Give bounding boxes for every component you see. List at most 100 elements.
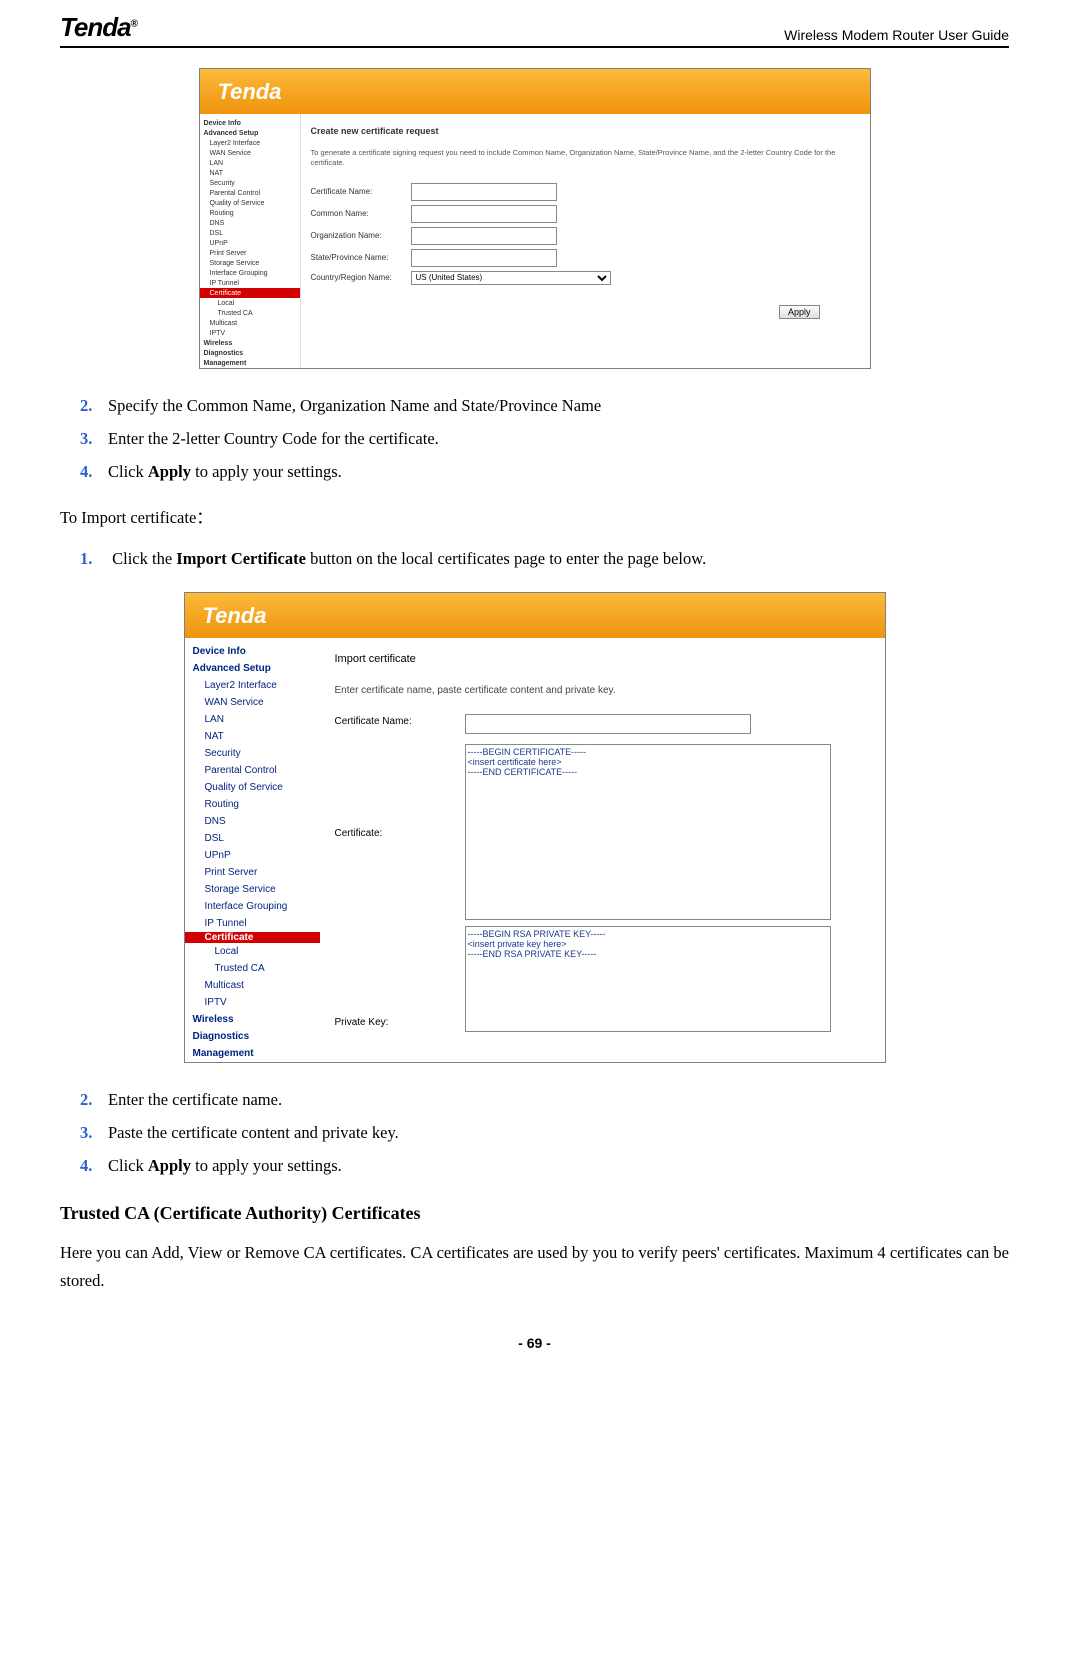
nav-item[interactable]: WAN Service bbox=[200, 148, 300, 158]
step-number: 3. bbox=[80, 427, 98, 452]
step-number: 4. bbox=[80, 1154, 98, 1179]
nav-item[interactable]: Security bbox=[185, 745, 320, 762]
nav-item[interactable]: Print Server bbox=[185, 864, 320, 881]
apply-button[interactable]: Apply bbox=[779, 305, 820, 319]
step-post: button on the local certificates page to… bbox=[306, 549, 706, 568]
nav-item[interactable]: Trusted CA bbox=[200, 308, 300, 318]
nav-item[interactable]: Local bbox=[200, 298, 300, 308]
step-number: 1. bbox=[80, 547, 98, 572]
nav-item[interactable]: LAN bbox=[185, 711, 320, 728]
import-title: Import certificate bbox=[335, 653, 870, 665]
label-cert-name: Certificate Name: bbox=[311, 187, 411, 196]
router-content-2: Import certificate Enter certificate nam… bbox=[320, 638, 885, 1062]
row-org-name: Organization Name: bbox=[311, 227, 860, 245]
label-certificate: Certificate: bbox=[335, 826, 465, 839]
row-cert-name: Certificate Name: bbox=[311, 183, 860, 201]
nav-item[interactable]: Local bbox=[185, 943, 320, 960]
nav-item[interactable]: UPnP bbox=[200, 238, 300, 248]
label-import-cert-name: Certificate Name: bbox=[335, 714, 465, 727]
nav-item[interactable]: Interface Grouping bbox=[200, 268, 300, 278]
content-title: Create new certificate request bbox=[311, 126, 860, 136]
nav-item[interactable]: Interface Grouping bbox=[185, 898, 320, 915]
nav-item[interactable]: Security bbox=[200, 178, 300, 188]
nav-item[interactable]: Trusted CA bbox=[185, 960, 320, 977]
label-org-name: Organization Name: bbox=[311, 231, 411, 240]
select-country[interactable]: US (United States) bbox=[411, 271, 611, 285]
step-number: 2. bbox=[80, 1088, 98, 1113]
nav-item[interactable]: Routing bbox=[200, 208, 300, 218]
nav-item[interactable]: Diagnostics bbox=[200, 348, 300, 358]
nav-item[interactable]: Wireless bbox=[200, 338, 300, 348]
nav-item[interactable]: Certificate bbox=[200, 288, 300, 298]
router-nav: Device InfoAdvanced SetupLayer2 Interfac… bbox=[200, 114, 301, 368]
step-text: Paste the certificate content and privat… bbox=[108, 1123, 399, 1142]
step-number: 2. bbox=[80, 394, 98, 419]
nav-item[interactable]: Print Server bbox=[200, 248, 300, 258]
step-text: Enter the 2-letter Country Code for the … bbox=[108, 429, 439, 448]
nav-item[interactable]: LAN bbox=[200, 158, 300, 168]
step-number: 3. bbox=[80, 1121, 98, 1146]
nav-item[interactable]: DNS bbox=[185, 813, 320, 830]
nav-item[interactable]: DSL bbox=[200, 228, 300, 238]
input-common-name[interactable] bbox=[411, 205, 557, 223]
textarea-private-key[interactable]: -----BEGIN RSA PRIVATE KEY----- <insert … bbox=[465, 926, 831, 1032]
screenshot-create-cert: Tenda Device InfoAdvanced SetupLayer2 In… bbox=[199, 68, 871, 369]
nav-item[interactable]: Certificate bbox=[185, 932, 320, 943]
step-pre: Click bbox=[108, 1156, 148, 1175]
row-common-name: Common Name: bbox=[311, 205, 860, 223]
nav-item[interactable]: DSL bbox=[185, 830, 320, 847]
nav-item[interactable]: Layer2 Interface bbox=[185, 677, 320, 694]
nav-item[interactable]: Advanced Setup bbox=[200, 128, 300, 138]
input-org-name[interactable] bbox=[411, 227, 557, 245]
step-post: to apply your settings. bbox=[191, 1156, 342, 1175]
nav-item[interactable]: Storage Service bbox=[200, 258, 300, 268]
nav-item[interactable]: Multicast bbox=[185, 977, 320, 994]
nav-item[interactable]: Quality of Service bbox=[200, 198, 300, 208]
label-private-key: Private Key: bbox=[335, 1015, 465, 1032]
nav-item[interactable]: IP Tunnel bbox=[200, 278, 300, 288]
step-bold: Import Certificate bbox=[176, 549, 306, 568]
input-state[interactable] bbox=[411, 249, 557, 267]
nav-item[interactable]: Storage Service bbox=[185, 881, 320, 898]
nav-item[interactable]: Device Info bbox=[200, 118, 300, 128]
tenda-logo: Tenda® bbox=[60, 12, 137, 43]
nav-item[interactable]: IP Tunnel bbox=[185, 915, 320, 932]
nav-item[interactable]: NAT bbox=[200, 168, 300, 178]
nav-item[interactable]: NAT bbox=[185, 728, 320, 745]
row-private-key: Private Key: -----BEGIN RSA PRIVATE KEY-… bbox=[335, 926, 870, 1032]
nav-item[interactable]: Management bbox=[200, 358, 300, 368]
step-item: 3. Paste the certificate content and priv… bbox=[80, 1121, 1009, 1146]
textarea-certificate[interactable]: -----BEGIN CERTIFICATE----- <insert cert… bbox=[465, 744, 831, 920]
section-heading: Trusted CA (Certificate Authority) Certi… bbox=[60, 1203, 1009, 1224]
step-bold: Apply bbox=[148, 462, 191, 481]
nav-item[interactable]: IPTV bbox=[200, 328, 300, 338]
step-text: Enter the certificate name. bbox=[108, 1090, 282, 1109]
step-item: 3. Enter the 2-letter Country Code for th… bbox=[80, 427, 1009, 452]
import-intro: To Import certificate： bbox=[60, 504, 1009, 532]
content-desc: To generate a certificate signing reques… bbox=[311, 148, 860, 168]
nav-item[interactable]: Management bbox=[185, 1045, 320, 1062]
nav-item[interactable]: Parental Control bbox=[185, 762, 320, 779]
nav-item[interactable]: Layer2 Interface bbox=[200, 138, 300, 148]
step-post: to apply your settings. bbox=[191, 462, 342, 481]
nav-item[interactable]: Device Info bbox=[185, 643, 320, 660]
nav-item[interactable]: Multicast bbox=[200, 318, 300, 328]
router-nav-2: Device InfoAdvanced SetupLayer2 Interfac… bbox=[185, 638, 320, 1062]
steps-import-intro: 1. Click the Import Certificate button o… bbox=[60, 547, 1009, 572]
nav-item[interactable]: DNS bbox=[200, 218, 300, 228]
nav-item[interactable]: Wireless bbox=[185, 1011, 320, 1028]
input-cert-name[interactable] bbox=[411, 183, 557, 201]
step-item: 2. Enter the certificate name. bbox=[80, 1088, 1009, 1113]
nav-item[interactable]: Routing bbox=[185, 796, 320, 813]
screenshot-import-cert: Tenda Device InfoAdvanced SetupLayer2 In… bbox=[184, 592, 886, 1063]
row-certificate: Certificate: -----BEGIN CERTIFICATE-----… bbox=[335, 744, 870, 920]
nav-item[interactable]: WAN Service bbox=[185, 694, 320, 711]
label-state: State/Province Name: bbox=[311, 253, 411, 262]
nav-item[interactable]: IPTV bbox=[185, 994, 320, 1011]
nav-item[interactable]: Diagnostics bbox=[185, 1028, 320, 1045]
nav-item[interactable]: Advanced Setup bbox=[185, 660, 320, 677]
nav-item[interactable]: Parental Control bbox=[200, 188, 300, 198]
input-import-cert-name[interactable] bbox=[465, 714, 751, 734]
nav-item[interactable]: Quality of Service bbox=[185, 779, 320, 796]
nav-item[interactable]: UPnP bbox=[185, 847, 320, 864]
